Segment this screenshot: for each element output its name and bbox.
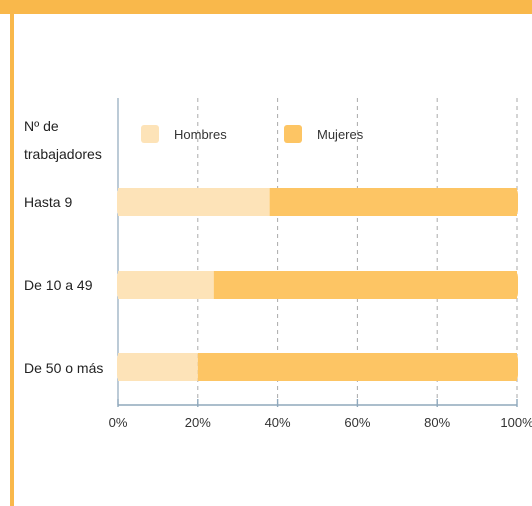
bar-cap-right	[510, 271, 518, 299]
bar-segment-mujeres	[269, 188, 517, 216]
legend-label-hombres: Hombres	[174, 127, 227, 142]
bar-segment-hombres	[118, 353, 198, 381]
bar-segment-hombres	[118, 271, 214, 299]
legend-swatch-hombres	[141, 125, 159, 143]
top-accent-band	[0, 0, 532, 14]
bar-cap-left	[117, 271, 125, 299]
category-label: De 50 o más	[24, 360, 104, 376]
category-label: De 10 a 49	[24, 277, 93, 293]
header-label-line-1: Nº de	[24, 118, 59, 134]
bar-segment-mujeres	[197, 353, 518, 381]
bar-cap-left	[117, 353, 125, 381]
legend-label-mujeres: Mujeres	[317, 127, 364, 142]
bar-cap-right	[510, 188, 518, 216]
x-tick-label: 80%	[424, 415, 450, 430]
legend-swatch-mujeres	[284, 125, 302, 143]
bar-cap-right	[510, 353, 518, 381]
header-label-line-2: trabajadores	[24, 146, 102, 162]
left-accent-rule	[10, 14, 14, 506]
bar-cap-left	[117, 188, 125, 216]
x-tick-label: 20%	[185, 415, 211, 430]
category-label: Hasta 9	[24, 194, 73, 210]
x-tick-label: 60%	[344, 415, 370, 430]
bar-segment-hombres	[118, 188, 270, 216]
x-tick-label: 40%	[265, 415, 291, 430]
x-tick-label: 0%	[109, 415, 128, 430]
bar-segment-mujeres	[213, 271, 517, 299]
x-tick-label: 100%	[500, 415, 532, 430]
